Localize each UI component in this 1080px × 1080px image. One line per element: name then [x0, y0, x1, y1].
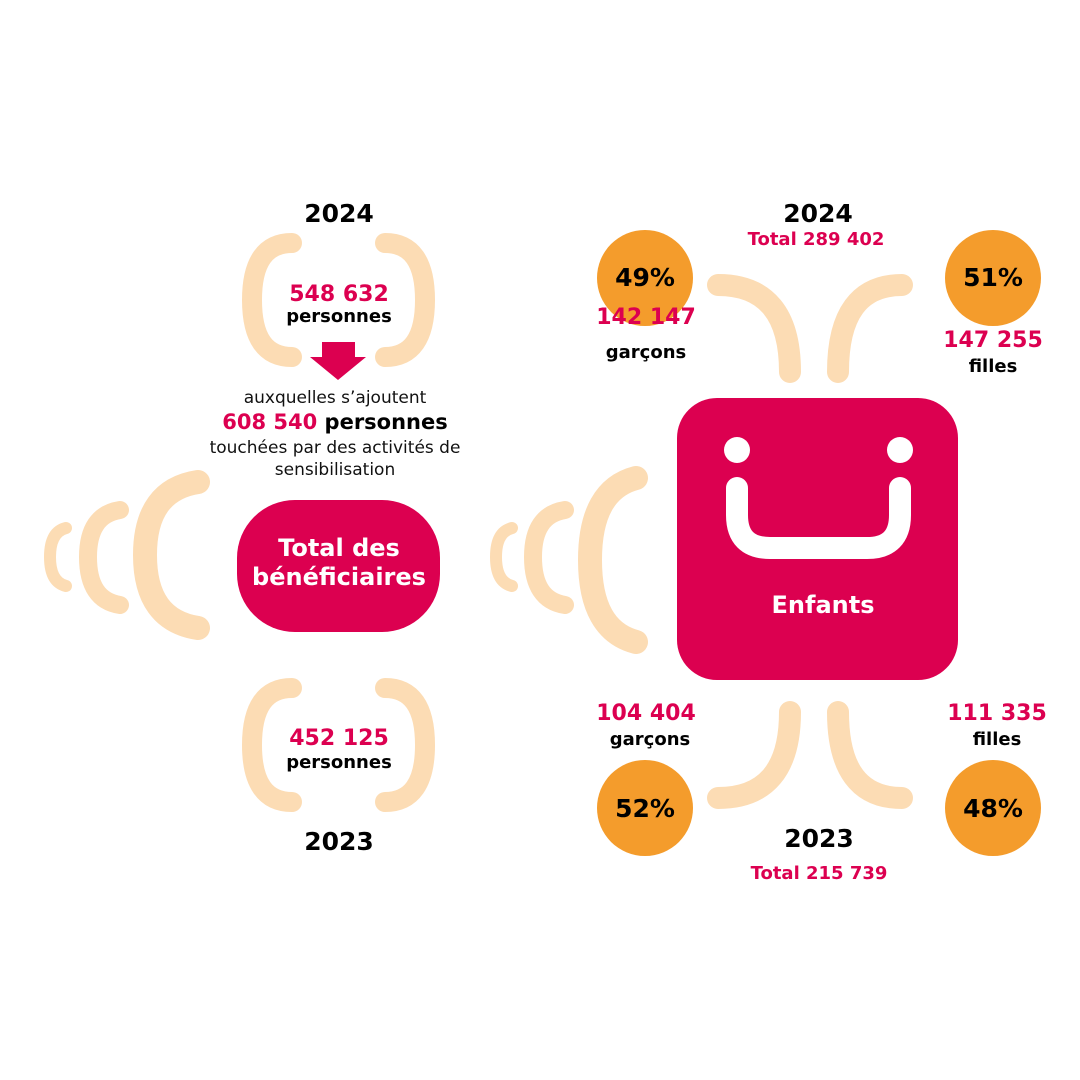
smiley-mouth [726, 477, 911, 559]
note: touchées par des activités de [209, 438, 461, 458]
value: 452 125 [289, 726, 389, 751]
bracket [241, 678, 302, 812]
wave [577, 466, 648, 654]
intro: auxquelles s’ajoutent [243, 388, 427, 408]
center-label: bénéficiaires [252, 563, 426, 591]
label: garçons [605, 342, 687, 363]
percent-circle [597, 760, 693, 856]
total: Total 289 402 [747, 229, 885, 250]
label: filles [968, 356, 1018, 377]
unit: personnes [324, 410, 448, 434]
addition: 608 540 personnes [222, 410, 448, 434]
total-pill [237, 500, 440, 632]
percent-circle [945, 230, 1041, 326]
connector [827, 701, 913, 809]
value: 142 147 [596, 305, 696, 330]
bracket [375, 678, 436, 812]
smiley-eye [724, 437, 750, 463]
bracket [375, 233, 436, 367]
wave [523, 501, 574, 614]
connector [827, 274, 913, 383]
note: sensibilisation [274, 460, 396, 480]
wave [489, 522, 518, 592]
connector [707, 274, 801, 383]
wave [78, 501, 129, 614]
value: 548 632 [289, 282, 389, 307]
smiley-eye [887, 437, 913, 463]
value: 104 404 [596, 701, 696, 726]
value: 608 540 [222, 410, 318, 434]
center-label: Enfants [771, 591, 875, 619]
center-label: Total des [278, 534, 400, 562]
label: filles [972, 729, 1022, 750]
wave [43, 522, 72, 592]
year: 2023 [784, 824, 854, 853]
unit: personnes [286, 306, 392, 327]
year: 2024 [304, 199, 374, 228]
percent-circle [945, 760, 1041, 856]
unit: personnes [286, 752, 392, 773]
percent: 49% [615, 263, 675, 292]
percent: 48% [963, 794, 1023, 823]
connector [707, 701, 801, 809]
total: Total 215 739 [750, 863, 888, 884]
percent-circle [597, 230, 693, 326]
brackets [43, 233, 913, 812]
value: 147 255 [943, 328, 1043, 353]
percent: 52% [615, 794, 675, 823]
bracket [241, 233, 302, 367]
value: 111 335 [947, 701, 1047, 726]
label: garçons [609, 729, 691, 750]
wave [132, 470, 210, 640]
year: 2023 [304, 827, 374, 856]
year: 2024 [783, 199, 853, 228]
percent: 51% [963, 263, 1023, 292]
arrow [310, 342, 366, 380]
